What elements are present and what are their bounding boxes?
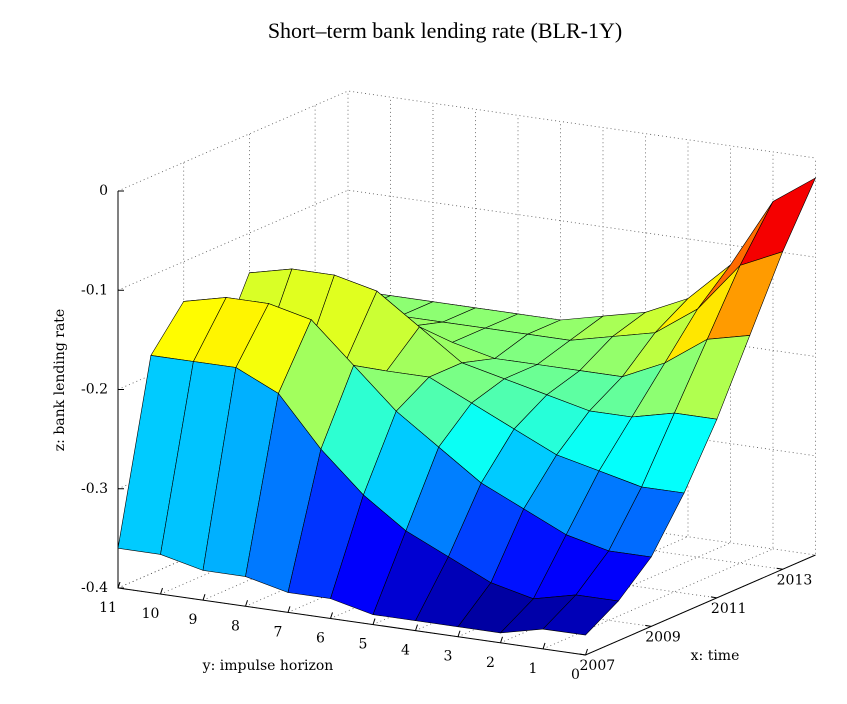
tick-mark: [457, 630, 461, 637]
y-tick-label: 3: [444, 649, 453, 665]
tick-mark: [372, 618, 376, 625]
tick-mark: [710, 596, 718, 599]
y-axis-label: y: impulse horizon: [202, 658, 334, 674]
y-tick-label: 0: [571, 667, 580, 683]
y-tick-label: 6: [316, 630, 325, 646]
z-tick-label: -0.4: [81, 580, 108, 596]
tick-mark: [542, 642, 546, 650]
x-axis-label: x: time: [691, 648, 740, 664]
tick-mark: [500, 636, 503, 643]
y-tick-label: 7: [274, 624, 283, 640]
z-axis-label: z: bank lending rate: [52, 309, 68, 451]
tick-mark: [202, 594, 206, 601]
tick-mark: [776, 567, 783, 570]
y-tick-label: 2: [486, 655, 495, 671]
tick-mark: [245, 600, 248, 607]
y-tick-label: 5: [359, 637, 368, 653]
y-tick-label: 4: [401, 643, 410, 659]
x-tick-label: 2011: [711, 601, 747, 617]
z-tick-label: -0.3: [81, 481, 108, 497]
tick-mark: [117, 581, 121, 589]
x-tick-label: 2009: [645, 629, 681, 645]
z-tick-label: -0.1: [81, 282, 108, 298]
y-tick-label: 1: [529, 661, 538, 677]
tick-mark: [645, 624, 652, 627]
tick-mark: [330, 612, 333, 619]
x-tick-label: 2007: [580, 658, 616, 674]
surface-patch: [542, 594, 620, 636]
y-tick-label: 9: [189, 612, 198, 628]
x-tick-label: 2013: [777, 572, 813, 588]
y-tick-label: 10: [142, 606, 160, 622]
y-tick-label: 11: [99, 600, 117, 616]
chart-title: Short–term bank lending rate (BLR-1Y): [268, 18, 622, 43]
z-tick-label: 0: [99, 183, 108, 199]
tick-mark: [585, 648, 588, 656]
y-tick-label: 8: [231, 618, 240, 634]
z-tick-label: -0.2: [81, 382, 108, 398]
tick-mark: [579, 653, 586, 656]
tick-mark: [415, 624, 418, 631]
tick-mark: [287, 606, 291, 613]
tick-mark: [160, 587, 163, 595]
